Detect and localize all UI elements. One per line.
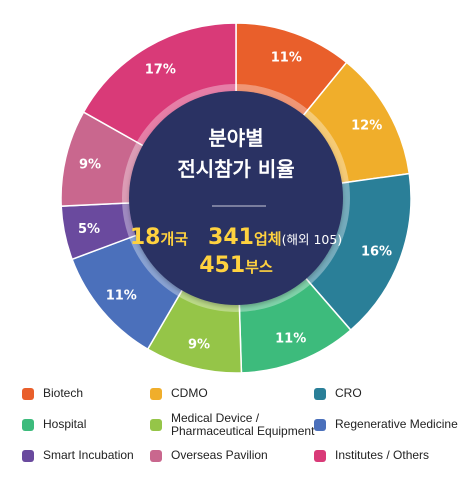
legend-swatch bbox=[22, 418, 34, 431]
legend-item: CDMO bbox=[150, 387, 208, 400]
legend-label-line: Hospital bbox=[43, 417, 87, 431]
legend-swatch bbox=[22, 449, 34, 462]
slice-value-label: 9% bbox=[79, 157, 101, 172]
slice-value-label: 16% bbox=[361, 245, 392, 260]
legend-label: Biotech bbox=[43, 387, 83, 400]
slice-value-label: 9% bbox=[188, 337, 210, 352]
legend-label-line: Medical Device / bbox=[171, 411, 260, 425]
legend-label: Smart Incubation bbox=[43, 449, 134, 462]
legend-item: Overseas Pavilion bbox=[150, 449, 268, 462]
legend-label-line: Regenerative Medicine bbox=[335, 417, 458, 431]
legend-swatch bbox=[150, 419, 162, 431]
slice-value-label: 11% bbox=[275, 332, 306, 347]
legend-label-line: Pharmaceutical Equipment bbox=[171, 424, 315, 438]
legend-item: Regenerative Medicine bbox=[314, 418, 458, 431]
legend-item: Biotech bbox=[22, 387, 83, 400]
legend-swatch bbox=[314, 449, 326, 462]
center-title-line-1: 분야별 bbox=[208, 126, 263, 150]
slice-value-label: 11% bbox=[106, 289, 137, 304]
slice-labels: 11% 12% 16% 11% 9% 11% 5% 9% 17% bbox=[78, 51, 392, 353]
legend-label: Regenerative Medicine bbox=[335, 418, 458, 431]
legend-label-line: CRO bbox=[335, 386, 362, 400]
booths-unit: 부스 bbox=[245, 258, 273, 276]
legend-item: Medical Device / Pharmaceutical Equipment bbox=[150, 412, 314, 438]
legend-item: Institutes / Others bbox=[314, 449, 429, 462]
legend-label: Hospital bbox=[43, 418, 86, 431]
donut-chart: 11% 12% 16% 11% 9% 11% 5% 9% 17% 분야별 전시참가 비율 18개… bbox=[60, 22, 412, 374]
center-disc bbox=[129, 91, 343, 305]
legend-label-line: Smart Incubation bbox=[43, 448, 134, 462]
companies-number: 341 bbox=[208, 225, 254, 250]
summary-line-booths: 451부스 bbox=[199, 253, 273, 278]
legend-label: Medical Device / Pharmaceutical Equipment bbox=[171, 412, 314, 438]
legend-item: Smart Incubation bbox=[22, 449, 134, 462]
legend-swatch bbox=[314, 418, 326, 431]
legend-item: Hospital bbox=[22, 418, 86, 431]
companies-unit: 업체 bbox=[254, 230, 282, 248]
summary-line-countries-companies: 18개국 341업체(해외 105) bbox=[130, 225, 342, 250]
chart-legend: Biotech CDMO CRO Hospital Medical Device / Ph… bbox=[22, 383, 462, 477]
companies-overseas-note: (해외 105) bbox=[282, 232, 343, 247]
slice-value-label: 5% bbox=[78, 222, 100, 237]
legend-label-line: CDMO bbox=[171, 386, 208, 400]
legend-swatch bbox=[22, 387, 34, 400]
legend-label: Institutes / Others bbox=[335, 449, 429, 462]
countries-unit: 개국 bbox=[160, 230, 188, 248]
legend-swatch bbox=[314, 387, 326, 400]
center-title-line-2: 전시참가 비율 bbox=[177, 157, 294, 181]
legend-item: CRO bbox=[314, 387, 362, 400]
legend-swatch bbox=[150, 449, 162, 462]
countries-number: 18 bbox=[130, 225, 161, 250]
legend-label-line: Institutes / Others bbox=[335, 448, 430, 462]
legend-label-line: Overseas Pavilion bbox=[171, 448, 268, 462]
slice-value-label: 11% bbox=[271, 51, 302, 66]
legend-label: CDMO bbox=[171, 387, 208, 400]
legend-label: Overseas Pavilion bbox=[171, 449, 268, 462]
booths-number: 451 bbox=[199, 253, 245, 278]
legend-label-line: Biotech bbox=[43, 386, 84, 400]
legend-swatch bbox=[150, 387, 162, 400]
slice-value-label: 17% bbox=[145, 62, 176, 77]
legend-label: CRO bbox=[335, 387, 362, 400]
slice-value-label: 12% bbox=[351, 118, 382, 133]
